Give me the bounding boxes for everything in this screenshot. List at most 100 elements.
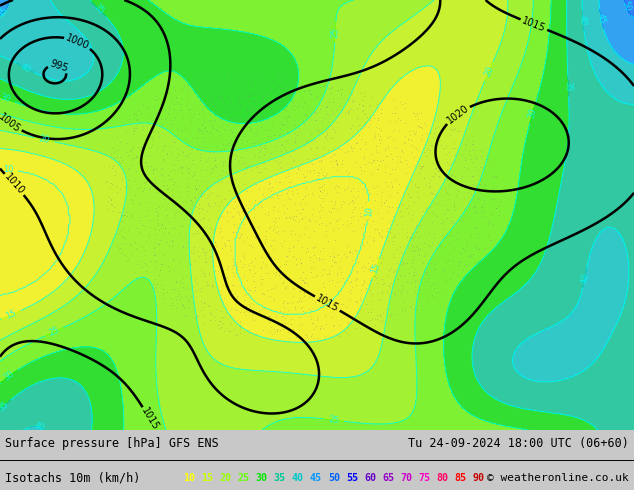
Point <box>396 212 406 220</box>
Point <box>184 204 195 212</box>
Point <box>158 177 168 185</box>
Point <box>314 187 325 195</box>
Point <box>191 176 201 184</box>
Point <box>145 184 155 192</box>
Point <box>399 119 410 126</box>
Point <box>486 195 496 203</box>
Point <box>209 313 219 320</box>
Point <box>256 253 266 261</box>
Point <box>318 152 328 160</box>
Point <box>250 270 261 277</box>
Point <box>159 229 169 237</box>
Point <box>157 260 167 268</box>
Point <box>403 190 413 197</box>
Point <box>222 142 232 149</box>
Point <box>278 308 288 316</box>
Point <box>197 106 207 114</box>
Point <box>292 185 302 193</box>
Point <box>278 313 288 320</box>
Point <box>139 145 149 153</box>
Point <box>175 163 185 171</box>
Point <box>267 194 277 201</box>
Point <box>331 306 341 314</box>
Point <box>340 148 350 156</box>
Point <box>162 149 172 157</box>
Point <box>155 224 165 232</box>
Point <box>225 149 235 157</box>
Point <box>224 120 235 128</box>
Point <box>384 266 394 273</box>
Point <box>248 105 258 113</box>
Point <box>243 289 254 296</box>
Point <box>266 242 276 249</box>
Point <box>178 274 188 282</box>
Point <box>332 159 342 167</box>
Point <box>325 220 335 227</box>
Point <box>200 138 210 146</box>
Point <box>206 128 216 136</box>
Point <box>161 205 171 213</box>
Point <box>266 85 276 93</box>
Point <box>378 239 389 246</box>
Point <box>332 299 342 307</box>
Point <box>339 278 349 286</box>
Point <box>165 301 176 309</box>
Point <box>419 174 429 182</box>
Point <box>458 245 468 252</box>
Point <box>317 203 327 211</box>
Point <box>302 279 312 287</box>
Point <box>197 284 207 292</box>
Point <box>290 305 301 313</box>
Point <box>204 281 214 289</box>
Point <box>226 114 236 122</box>
Point <box>235 258 245 266</box>
Point <box>421 122 431 129</box>
Point <box>236 139 247 147</box>
Point <box>316 292 327 299</box>
Point <box>227 264 237 272</box>
Point <box>433 173 443 181</box>
Point <box>361 284 372 292</box>
Point <box>413 122 423 130</box>
Point <box>120 183 130 191</box>
Point <box>418 148 429 156</box>
Point <box>178 302 188 310</box>
Point <box>132 224 142 232</box>
Point <box>235 318 245 325</box>
Point <box>151 257 161 265</box>
Point <box>141 177 152 185</box>
Point <box>276 117 287 125</box>
Point <box>376 259 386 267</box>
Point <box>199 298 209 306</box>
Point <box>410 113 420 121</box>
Point <box>396 287 406 295</box>
Point <box>353 99 363 107</box>
Text: Isotachs 10m (km/h): Isotachs 10m (km/h) <box>5 471 141 485</box>
Point <box>352 114 362 122</box>
Point <box>411 244 421 251</box>
Point <box>106 196 116 203</box>
Point <box>138 220 148 228</box>
Point <box>309 227 319 235</box>
Point <box>178 114 188 122</box>
Point <box>284 87 294 95</box>
Point <box>396 98 406 106</box>
Point <box>493 202 503 210</box>
Point <box>441 150 451 158</box>
Point <box>277 243 287 250</box>
Point <box>324 266 334 273</box>
Point <box>285 320 295 328</box>
Point <box>273 137 283 145</box>
Point <box>418 207 429 215</box>
Point <box>356 265 366 272</box>
Point <box>124 147 134 155</box>
Point <box>446 217 456 225</box>
Point <box>299 289 309 297</box>
Point <box>327 204 337 212</box>
Point <box>311 272 321 280</box>
Point <box>396 290 406 297</box>
Point <box>444 131 455 139</box>
Point <box>409 161 419 169</box>
Point <box>197 92 207 100</box>
Point <box>174 106 184 114</box>
